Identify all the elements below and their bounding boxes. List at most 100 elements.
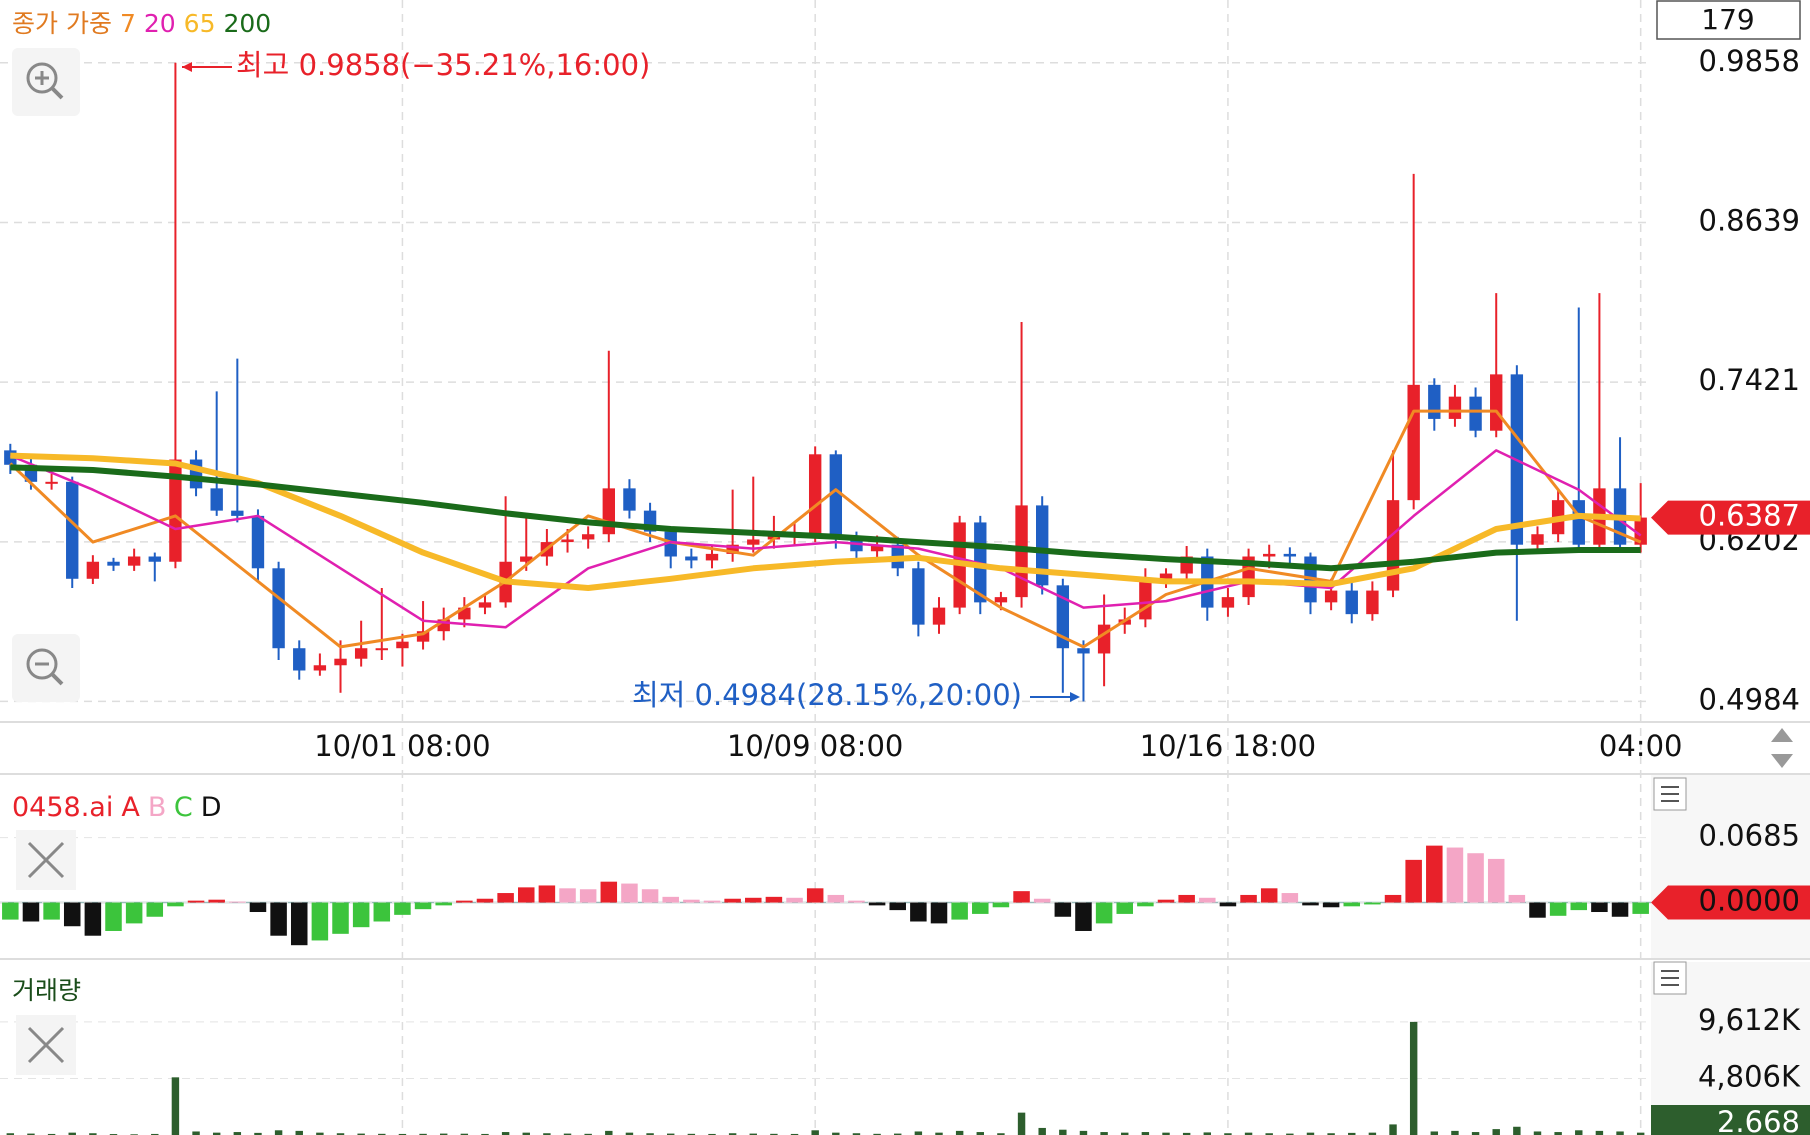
candle-body xyxy=(313,665,327,671)
osc-bar xyxy=(1033,898,1051,903)
legend-entry: 20 xyxy=(144,9,176,38)
volume-bar xyxy=(419,1133,427,1135)
volume-bar xyxy=(749,1133,757,1135)
osc-bar xyxy=(270,902,287,936)
volume-bar xyxy=(1265,1133,1273,1135)
osc-bar xyxy=(125,902,143,924)
osc-bar xyxy=(972,902,989,914)
osc-bar xyxy=(1013,891,1030,903)
zoom-out[interactable] xyxy=(12,634,80,702)
zoom-in[interactable] xyxy=(12,48,80,116)
scroll-arrows[interactable] xyxy=(1771,728,1793,768)
osc-bar xyxy=(1384,894,1402,903)
candle-body xyxy=(520,556,533,562)
osc-bar xyxy=(1281,893,1299,903)
candle-body xyxy=(1345,590,1358,615)
osc-bar xyxy=(806,888,824,903)
legend-entry: 200 xyxy=(223,9,271,38)
osc-bar xyxy=(1487,858,1505,903)
candle-body xyxy=(293,648,306,671)
osc-bar xyxy=(476,898,494,903)
volume-bar xyxy=(708,1133,716,1135)
legend-entry: 65 xyxy=(184,9,216,38)
y-tick-label: 4,806K xyxy=(1698,1059,1801,1093)
osc-bar xyxy=(435,902,452,906)
candle-body xyxy=(870,544,884,552)
volume-bar xyxy=(1306,1132,1315,1135)
osc-bar xyxy=(1302,902,1319,906)
volume-bar xyxy=(1595,1130,1604,1135)
menu-button[interactable] xyxy=(1653,961,1687,995)
candle-body xyxy=(1634,517,1647,545)
volume-bar xyxy=(1327,1133,1335,1135)
osc-bar xyxy=(621,883,638,903)
candle-body xyxy=(581,534,595,540)
osc-bar xyxy=(22,902,40,922)
osc-bar xyxy=(290,902,308,946)
osc-bar xyxy=(249,902,267,913)
candle-body xyxy=(747,539,760,545)
volume-bar xyxy=(976,1132,984,1135)
volume-bar xyxy=(852,1133,861,1135)
candle-body xyxy=(478,602,492,608)
volume-bar xyxy=(1409,1021,1418,1135)
volume-bar xyxy=(873,1133,881,1135)
candle-body xyxy=(932,607,946,625)
y-tick-label: 9,612K xyxy=(1698,1003,1801,1037)
volume-bar xyxy=(501,1132,510,1135)
volume-bar xyxy=(1224,1133,1232,1135)
osc-bar xyxy=(332,902,349,934)
volume-bar xyxy=(357,1133,365,1135)
osc-bar xyxy=(579,889,597,903)
candle-body xyxy=(1221,597,1235,608)
osc-bar xyxy=(1260,888,1278,903)
osc-bar xyxy=(1632,902,1649,914)
volume-bar xyxy=(171,1077,180,1135)
close-panel[interactable] xyxy=(16,1015,76,1075)
y-tick-label: 0.7421 xyxy=(1699,363,1800,397)
candle-body xyxy=(1159,573,1173,579)
volume-bar xyxy=(151,1133,159,1135)
volume-bar xyxy=(563,1133,572,1135)
menu-button[interactable] xyxy=(1653,777,1687,811)
osc-bar xyxy=(683,899,700,903)
candle-body xyxy=(1366,590,1379,615)
volume-bar xyxy=(1079,1130,1088,1135)
legend-entry: D xyxy=(201,792,222,823)
candle-body xyxy=(66,481,79,579)
low-annotation: 최저 0.4984(28.15%,20:00) xyxy=(632,678,1022,712)
osc-bar xyxy=(394,902,411,915)
candle-body xyxy=(705,553,719,561)
volume-bar xyxy=(1533,1131,1542,1135)
osc-bar xyxy=(352,902,370,928)
candle-body xyxy=(437,619,450,632)
osc-bar xyxy=(105,902,122,931)
candle-body xyxy=(189,459,203,489)
volume-tag-label: 2.668 xyxy=(1717,1105,1800,1135)
candle-body xyxy=(912,568,925,625)
x-tick-label: 10/09 08:00 xyxy=(727,729,903,763)
y-tick-label: 0.8639 xyxy=(1699,203,1800,237)
volume-bar xyxy=(1492,1129,1500,1135)
volume-bar xyxy=(914,1131,923,1135)
price-tag xyxy=(1651,500,1810,535)
volume-bar xyxy=(89,1133,97,1135)
osc-bar xyxy=(1322,902,1340,908)
y-tick-label: 0.0000 xyxy=(1699,884,1800,918)
osc-bar xyxy=(827,894,845,903)
legend-title: 종가 가중 xyxy=(12,9,112,38)
candle-body xyxy=(1448,396,1462,419)
candle-body xyxy=(1283,553,1297,557)
osc-legend: 0458.ai A B C D xyxy=(12,792,222,823)
candle-body xyxy=(829,454,843,540)
volume-bar xyxy=(1430,1131,1439,1135)
close-panel[interactable] xyxy=(16,830,76,890)
volume-bar xyxy=(605,1130,613,1135)
osc-bar xyxy=(1549,902,1567,916)
osc-bar xyxy=(1240,894,1257,903)
osc-bar xyxy=(868,902,886,906)
candle-body xyxy=(994,597,1008,603)
candle-body xyxy=(1407,384,1420,501)
osc-bar xyxy=(992,902,1010,908)
candle-body xyxy=(808,454,822,535)
